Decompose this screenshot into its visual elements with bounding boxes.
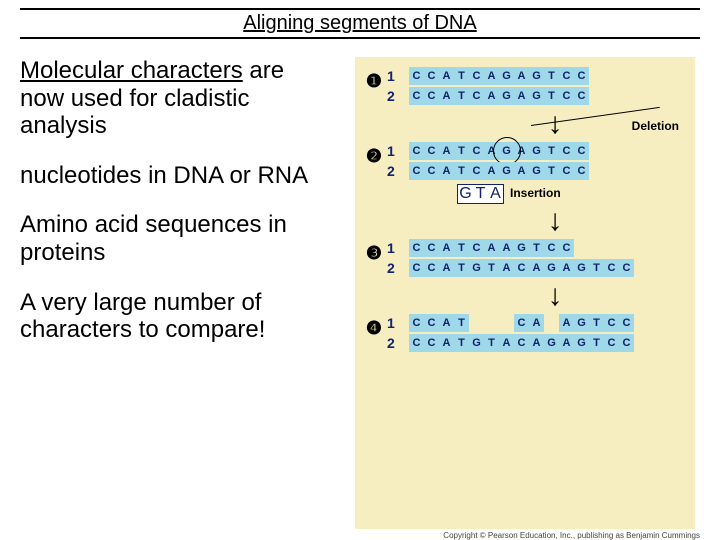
sequence: CCATCAGAGTCC — [409, 67, 589, 85]
row-label: 1 — [387, 143, 403, 159]
down-arrow-icon: ↓ — [421, 285, 689, 306]
panel-number: ❷ — [361, 140, 387, 167]
title-bar: Aligning segments of DNA — [20, 8, 700, 39]
content-area: Molecular characters are now used for cl… — [0, 39, 720, 529]
left-column: Molecular characters are now used for cl… — [20, 57, 340, 529]
sequence-row: 2 CCATGTACAGAGTCC — [387, 259, 689, 277]
sequence-row: 1 CCATCAAGTCC — [387, 314, 689, 332]
copyright-text: Copyright © Pearson Education, Inc., pub… — [0, 529, 720, 540]
row-label: 2 — [387, 88, 403, 104]
row-label: 1 — [387, 240, 403, 256]
row-label: 2 — [387, 335, 403, 351]
row-label: 2 — [387, 163, 403, 179]
sequence: CCATCAAGTCC — [409, 314, 634, 332]
slide: Aligning segments of DNA Molecular chara… — [0, 0, 720, 540]
sequence-row: 1 CCATCAGAGTCC — [387, 142, 689, 160]
sequence-row: 1 CCATCAAGTCC — [387, 239, 689, 257]
paragraph-3: Amino acid sequences in proteins — [20, 211, 330, 266]
arrow-label: Deletion — [632, 119, 679, 133]
sequence: CCATCAGAGTCC — [409, 87, 589, 105]
panel-1: ❶1 CCATCAGAGTCC 2 CCATCAGAGTCC — [361, 65, 689, 107]
panel-4: ❹1 CCATCAAGTCC 2 CCATGTACAGAGTCC — [361, 312, 689, 354]
sequence: CCATGTACAGAGTCC — [409, 334, 634, 352]
paragraph-2: nucleotides in DNA or RNA — [20, 162, 330, 190]
sequence-row: 1 CCATCAGAGTCC — [387, 67, 689, 85]
paragraph-4: A very large number of characters to com… — [20, 289, 330, 344]
sequence: CCATCAGAGTCC — [409, 142, 589, 160]
insertion-box: GTA — [457, 184, 504, 204]
arrow: ↓ — [421, 285, 689, 306]
panel-3: ❸1 CCATCAAGTCC 2 CCATGTACAGAGTCC — [361, 237, 689, 279]
sequence-row: 2 CCATCAGAGTCC — [387, 87, 689, 105]
dna-alignment-diagram: ❶1CCATCAGAGTCC2CCATCAGAGTCC↓Deletion❷1CC… — [355, 57, 695, 529]
right-column: ❶1CCATCAGAGTCC2CCATCAGAGTCC↓Deletion❷1CC… — [340, 57, 710, 529]
panel-number: ❶ — [361, 65, 387, 92]
insertion-label: Insertion — [510, 186, 561, 200]
sequence: CCATGTACAGAGTCC — [409, 259, 634, 277]
arrow: ↓ — [421, 210, 689, 231]
deletion-circle — [493, 137, 521, 165]
row-label: 1 — [387, 315, 403, 331]
paragraph-1: Molecular characters are now used for cl… — [20, 57, 330, 140]
sequence: CCATCAGAGTCC — [409, 162, 589, 180]
panel-2: ❷1 CCATCAGAGTCC 2 CCATCAGAGTCC GTA Insertion — [361, 140, 689, 204]
row-label: 2 — [387, 260, 403, 276]
sequence-row: 2 CCATGTACAGAGTCC — [387, 334, 689, 352]
panel-number: ❹ — [361, 312, 387, 339]
page-title: Aligning segments of DNA — [243, 12, 476, 34]
p1-underlined: Molecular characters — [20, 57, 243, 84]
sequence-row: 2 CCATCAGAGTCC — [387, 162, 689, 180]
sequence: CCATCAAGTCC — [409, 239, 574, 257]
arrow: ↓Deletion — [421, 113, 689, 134]
down-arrow-icon: ↓ — [421, 210, 689, 231]
panel-number: ❸ — [361, 237, 387, 264]
row-label: 1 — [387, 68, 403, 84]
